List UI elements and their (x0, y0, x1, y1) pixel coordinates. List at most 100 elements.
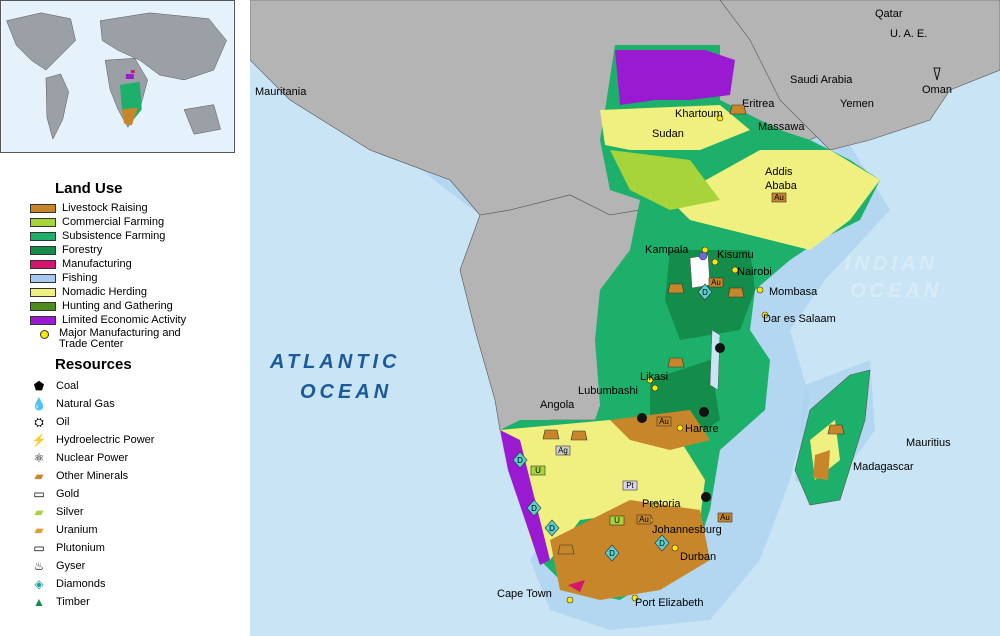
uranium-symbol: U (609, 515, 625, 526)
city-label: Cape Town (497, 588, 552, 600)
gold-symbol: Au (708, 277, 724, 288)
city-label: Johannesburg (652, 524, 722, 536)
other-minerals-symbol (827, 424, 845, 435)
gold-symbol: Au (636, 514, 652, 525)
resource-item: ⛭ Oil (30, 413, 245, 431)
diamond-symbol: D (544, 519, 560, 537)
city-label: Kisumu (717, 249, 754, 261)
major-center-legend: Major Manufacturing and Trade Center (30, 328, 245, 350)
svg-text:D: D (549, 524, 555, 533)
resource-item: 💧 Natural Gas (30, 395, 245, 413)
city-label: Port Elizabeth (635, 597, 703, 609)
svg-text:Au: Au (711, 278, 721, 287)
country-label: Madagascar (853, 461, 914, 473)
resources-list: ⬟ Coal 💧 Natural Gas ⛭ Oil ⚡ Hydroelectric P… (30, 377, 245, 611)
city-label: Likasi (640, 371, 668, 383)
indian-label-1: INDIAN (845, 253, 938, 275)
gyser-icon: ♨ (33, 559, 45, 573)
svg-text:Au: Au (720, 513, 730, 522)
resource-item: ▭ Gold (30, 485, 245, 503)
city-label: Addis (765, 166, 793, 178)
diamond-symbol: D (654, 534, 670, 552)
land-use-swatch (30, 301, 56, 311)
land-use-label: Hunting and Gathering (62, 300, 173, 312)
city-label: Nairobi (737, 266, 772, 278)
resource-item: ◈ Diamonds (30, 575, 245, 593)
resource-item: ⬟ Coal (30, 377, 245, 395)
uranium-icon: ▰ (34, 523, 44, 537)
city-label: Khartoum (675, 108, 723, 120)
resource-item: ▰ Other Minerals (30, 467, 245, 485)
diamond-icon: ◈ (34, 577, 44, 591)
uranium-symbol: U (530, 465, 546, 476)
country-label: U. A. E. (890, 28, 927, 40)
atlantic-label-1: ATLANTIC (269, 351, 401, 373)
svg-text:Au: Au (659, 417, 669, 426)
natural-gas-icon: 💧 (31, 397, 47, 411)
hydroelectric-symbol (698, 251, 708, 261)
land-use-item: Forestry (30, 243, 245, 257)
land-use-label: Fishing (62, 272, 98, 284)
land-use-swatch (30, 273, 56, 283)
other-minerals-symbol (542, 429, 560, 440)
svg-text:Au: Au (639, 515, 649, 524)
gold-symbol: Au (656, 416, 672, 427)
resource-label: Uranium (56, 524, 98, 536)
land-use-item: Subsistence Farming (30, 229, 245, 243)
gold-icon: ▭ (33, 487, 45, 501)
resource-label: Other Minerals (56, 470, 129, 482)
world-inset-map (0, 0, 235, 153)
country-label: Sudan (652, 128, 684, 140)
silver-icon: ▰ (34, 505, 44, 519)
coal-symbol (701, 492, 711, 502)
resource-item: ⚡ Hydroelectric Power (30, 431, 245, 449)
africa-land-use-map: ATLANTIC OCEAN INDIAN OCEAN Mauritania S… (250, 0, 1000, 636)
other-minerals-symbol (570, 430, 588, 441)
land-use-label: Livestock Raising (62, 202, 148, 214)
coal-symbol (715, 343, 725, 353)
country-label: Eritrea (742, 98, 775, 110)
resource-label: Oil (56, 416, 70, 428)
country-label: Angola (540, 399, 575, 411)
other-minerals-symbol (557, 544, 575, 555)
hydroelectric-icon: ⚡ (31, 433, 47, 447)
other-minerals-symbol (667, 357, 685, 368)
coal-icon: ⬟ (33, 379, 45, 393)
resource-label: Nuclear Power (56, 452, 129, 464)
land-use-item: Limited Economic Activity (30, 313, 245, 327)
diamond-symbol: D (604, 544, 620, 562)
land-use-item: Manufacturing (30, 257, 245, 271)
land-use-swatch (30, 315, 56, 325)
resource-item: ♨ Gyser (30, 557, 245, 575)
city-dot-icon (40, 330, 49, 339)
land-use-item: Hunting and Gathering (30, 299, 245, 313)
indian-label-2: OCEAN (850, 280, 942, 302)
land-use-list: Livestock Raising Commercial Farming Sub… (30, 201, 245, 327)
land-use-label: Forestry (62, 244, 103, 256)
coal-symbol (699, 407, 709, 417)
land-use-label: Commercial Farming (62, 216, 165, 228)
plutonium-symbol: Pt (622, 480, 638, 491)
resources-title: Resources (55, 356, 132, 373)
timber-icon: ▲ (33, 595, 45, 609)
svg-text:D: D (609, 549, 615, 558)
city-label: Lubumbashi (578, 385, 638, 397)
svg-text:U: U (535, 466, 541, 475)
resource-label: Diamonds (56, 578, 106, 590)
other-minerals-symbol (727, 287, 745, 298)
resource-item: ▲ Timber (30, 593, 245, 611)
city-label: Ababa (765, 180, 798, 192)
city-label: Mombasa (769, 286, 818, 298)
land-use-title: Land Use (55, 180, 123, 197)
country-label: Mauritius (906, 437, 951, 449)
svg-text:Pt: Pt (626, 481, 634, 490)
svg-text:D: D (531, 504, 537, 513)
other-minerals-symbol (667, 283, 685, 294)
city-label: Pretoria (642, 498, 681, 510)
gold-symbol: Au (771, 192, 787, 203)
country-label: Saudi Arabia (790, 74, 853, 86)
left-panel: Land Use Livestock Raising Commercial Fa… (0, 0, 250, 636)
land-use-item: Livestock Raising (30, 201, 245, 215)
land-use-label: Nomadic Herding (62, 286, 147, 298)
city-label: Massawa (758, 121, 805, 133)
